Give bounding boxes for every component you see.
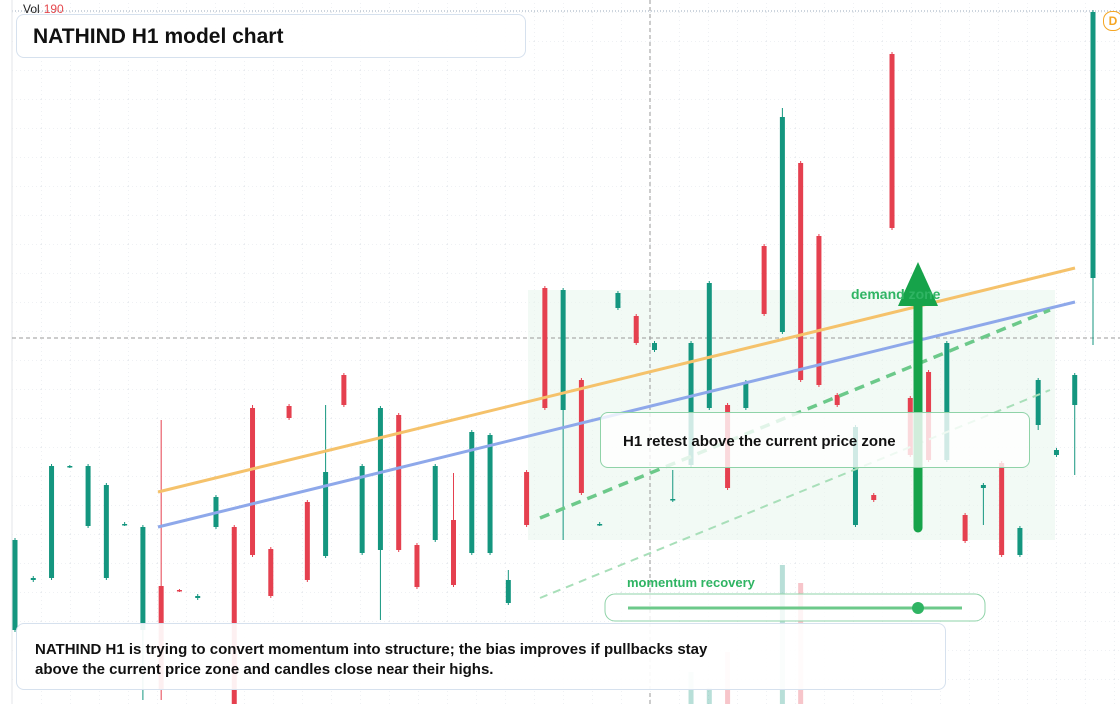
candle-body <box>451 520 457 585</box>
candle-body <box>85 466 91 526</box>
title: NATHIND H1 model chart <box>16 14 526 58</box>
candle-body <box>103 485 109 578</box>
summary-box: NATHIND H1 is trying to convert momentum… <box>16 623 946 690</box>
candle-body <box>176 590 182 592</box>
callout: H1 retest above the current price zone <box>600 412 1030 468</box>
candle-body <box>779 117 785 332</box>
candle-body <box>505 580 511 603</box>
candle-body <box>67 466 73 468</box>
candle-body <box>852 427 858 525</box>
trend-faint <box>539 389 1051 599</box>
candle-body <box>633 316 639 343</box>
candle-body <box>359 466 365 553</box>
candle-body <box>871 495 877 500</box>
candle-body <box>49 466 55 578</box>
candle-body <box>889 54 895 228</box>
candle-body <box>12 540 18 630</box>
volume-label: Vol 190 <box>23 2 64 16</box>
candle-body <box>761 246 767 314</box>
candle-body <box>524 472 530 525</box>
zone-label: demand zone <box>851 286 941 302</box>
candle-body <box>377 408 383 550</box>
vol-text: Vol <box>23 2 40 16</box>
slider-knob <box>912 602 924 614</box>
arrow-head <box>898 262 938 306</box>
candle-body <box>944 343 950 460</box>
vol-value: 190 <box>43 2 64 16</box>
candle-body <box>670 499 676 501</box>
badge: D <box>1103 11 1120 31</box>
candle-body <box>432 466 438 540</box>
candle-body <box>816 236 822 385</box>
candle-body <box>1017 528 1023 555</box>
slider-label: momentum recovery <box>627 575 755 590</box>
candle-body <box>834 395 840 405</box>
candle-body <box>651 343 657 350</box>
summary: NATHIND H1 is trying to convert momentum… <box>35 641 708 678</box>
candle-body <box>469 432 475 553</box>
candle-body <box>30 578 36 580</box>
candle-body <box>542 288 548 408</box>
candle-body <box>688 343 694 465</box>
candle-body <box>1090 12 1096 278</box>
candle-body <box>1072 375 1078 405</box>
candle-body <box>414 545 420 587</box>
candle-body <box>999 463 1005 555</box>
candle-body <box>743 382 749 408</box>
candle-body <box>323 472 329 556</box>
candle-body <box>962 515 968 541</box>
volume-bar <box>706 688 712 704</box>
candle-body <box>195 596 201 598</box>
candle-body <box>1035 380 1041 425</box>
candle-body <box>615 293 621 308</box>
candle-body <box>231 527 237 704</box>
candle-body <box>487 435 493 553</box>
candle-body <box>286 406 292 418</box>
candle-body <box>250 408 256 555</box>
candle-body <box>268 549 274 596</box>
candle-body <box>980 485 986 488</box>
candle-body <box>798 163 804 380</box>
candle-body <box>578 380 584 493</box>
candle-body <box>560 290 566 410</box>
candle-body <box>341 375 347 405</box>
candle-body <box>706 283 712 408</box>
candle-body <box>304 502 310 580</box>
candle-body <box>122 524 128 526</box>
candle-body <box>140 527 146 630</box>
candle-body <box>1053 450 1059 455</box>
candle-body <box>597 524 603 526</box>
candle-body <box>396 415 402 550</box>
